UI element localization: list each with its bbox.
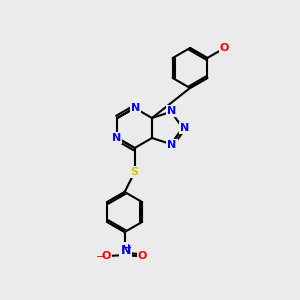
Text: O: O [220, 43, 229, 53]
Text: O: O [102, 251, 111, 261]
Text: N: N [167, 106, 177, 116]
Text: N: N [167, 140, 177, 150]
Text: N: N [180, 123, 189, 133]
Text: −: − [96, 252, 105, 262]
Text: +: + [124, 242, 131, 251]
Text: N: N [112, 133, 121, 143]
Text: N: N [131, 103, 140, 113]
Text: N: N [121, 244, 131, 256]
Text: S: S [131, 167, 139, 177]
Text: O: O [138, 251, 147, 261]
